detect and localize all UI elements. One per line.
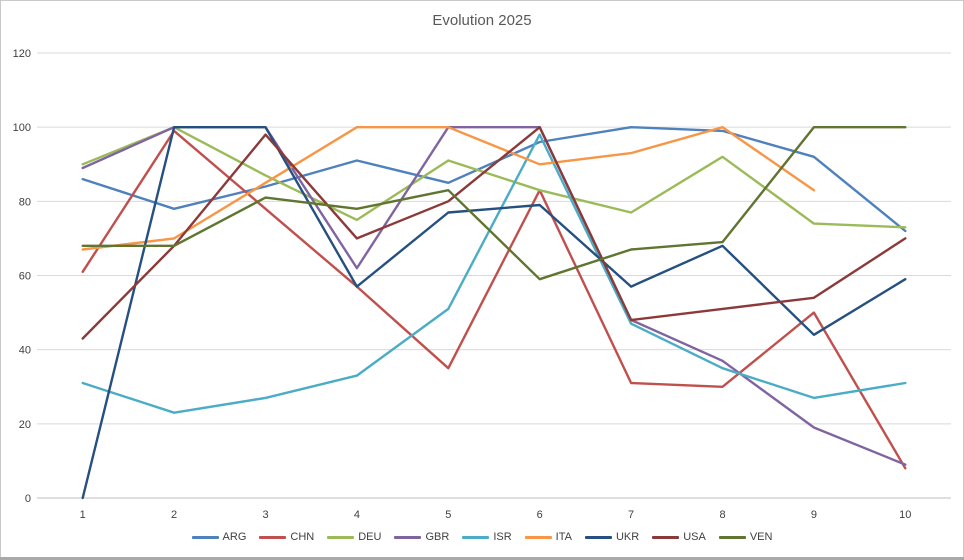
- y-tick-label: 40: [19, 345, 31, 357]
- y-tick-label: 60: [19, 271, 31, 283]
- legend-label-gbr: GBR: [425, 531, 450, 543]
- x-tick-label: 4: [354, 509, 360, 521]
- x-tick-label: 8: [719, 509, 725, 521]
- series-line-chn: [81, 129, 907, 470]
- x-tick-label: 1: [80, 509, 86, 521]
- series-line-gbr: [81, 125, 907, 466]
- legend-line-swatch-gbr: [394, 535, 422, 539]
- legend-line-swatch-isr: [462, 535, 490, 539]
- legend-label-ukr: UKR: [615, 531, 640, 543]
- series-line-ven: [81, 125, 907, 281]
- legend-line-swatch-ita: [524, 535, 552, 539]
- legend-label-usa: USA: [683, 531, 706, 543]
- legend-label-chn: CHN: [290, 531, 315, 543]
- chart-title: Evolution 2025: [432, 12, 532, 29]
- legend-label-deu: DEU: [358, 531, 382, 543]
- x-tick-label: 9: [811, 509, 817, 521]
- series-line-arg: [81, 125, 907, 233]
- legend-item-chn: CHN: [259, 531, 314, 543]
- series-line-ita: [81, 125, 816, 251]
- legend-item-deu: DEU: [327, 531, 381, 543]
- legend-item-usa: USA: [652, 531, 706, 543]
- legend-line-swatch-ven: [718, 535, 746, 539]
- series-line-isr: [81, 133, 907, 414]
- x-tick-label: 6: [537, 509, 543, 521]
- legend-line-swatch-arg: [191, 535, 219, 539]
- y-tick-label: 100: [13, 122, 31, 134]
- legend-item-isr: ISR: [462, 531, 512, 543]
- legend-line-swatch-chn: [259, 535, 287, 539]
- series-line-ukr: [81, 125, 907, 500]
- legend-label-isr: ISR: [493, 531, 512, 543]
- chart-legend: ARG CHN DEU GBR ISR ITA UKR USA VEN: [1, 531, 963, 543]
- y-tick-label: 120: [13, 48, 31, 60]
- legend-label-ven: VEN: [749, 531, 773, 543]
- legend-item-ukr: UKR: [584, 531, 640, 543]
- x-tick-label: 3: [262, 509, 268, 521]
- x-tick-label: 10: [899, 509, 911, 521]
- legend-line-swatch-deu: [327, 535, 355, 539]
- x-tick-label: 7: [628, 509, 634, 521]
- window-bottom-edge: [0, 557, 964, 560]
- y-tick-label: 0: [25, 493, 31, 505]
- legend-line-swatch-usa: [652, 535, 680, 539]
- legend-label-arg: ARG: [222, 531, 247, 543]
- y-tick-label: 80: [19, 196, 31, 208]
- series-line-deu: [81, 125, 907, 229]
- legend-item-ven: VEN: [718, 531, 773, 543]
- series-line-usa: [81, 125, 907, 340]
- legend-item-gbr: GBR: [394, 531, 449, 543]
- legend-line-swatch-ukr: [584, 535, 612, 539]
- x-tick-label: 2: [171, 509, 177, 521]
- legend-item-ita: ITA: [524, 531, 572, 543]
- y-tick-label: 20: [19, 419, 31, 431]
- legend-item-arg: ARG: [191, 531, 247, 543]
- x-tick-label: 5: [445, 509, 451, 521]
- legend-label-ita: ITA: [555, 531, 572, 543]
